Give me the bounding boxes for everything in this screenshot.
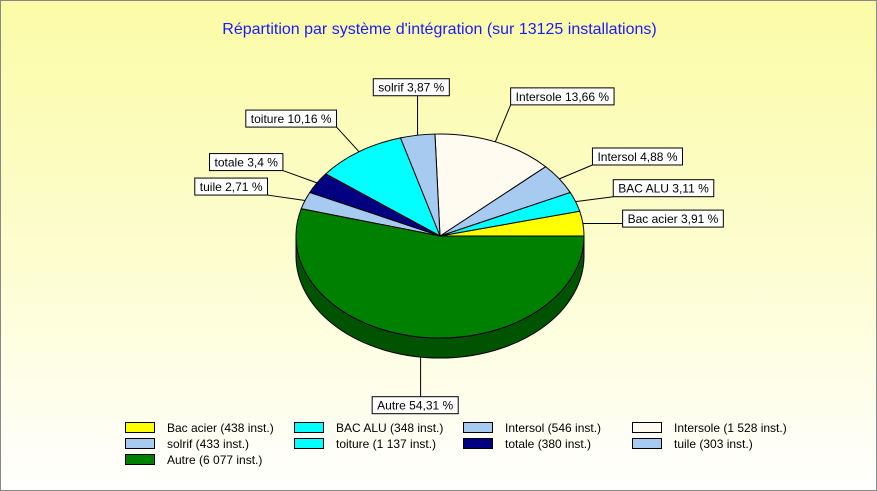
legend-label-toiture: toiture (1 137 inst.) (336, 436, 437, 451)
legend-label-totale: totale (380 inst.) (505, 436, 592, 451)
leader-line-intersol (559, 164, 593, 180)
slice-label-totale: totale 3,4 % (209, 153, 284, 172)
legend-label-autre: Autre (6 077 inst.) (167, 452, 263, 467)
slice-label-text-solrif: solrif 3,87 % (378, 81, 444, 95)
slice-label-bac-alu: BAC ALU 3,11 % (612, 179, 715, 198)
legend-label-intersol: Intersol (546 inst.) (505, 420, 602, 435)
legend-swatch-tuile (632, 438, 662, 449)
slice-label-text-intersole: Intersole 13,66 % (516, 90, 610, 104)
slice-label-text-intersol: Intersol 4,88 % (597, 150, 677, 164)
pie-slice-intersole (434, 133, 547, 237)
slice-label-solrif: solrif 3,87 % (372, 78, 450, 97)
legend-swatch-intersol (463, 422, 493, 433)
legend-label-solrif: solrif (433 inst.) (167, 436, 250, 451)
legend-label-bac-alu: BAC ALU (348 inst.) (336, 420, 444, 435)
leader-line-intersole (494, 104, 512, 143)
slice-label-text-toiture: toiture 10,16 % (251, 112, 332, 126)
legend-swatch-toiture (294, 438, 324, 449)
legend-item-bac-acier: Bac acier (438 inst.) (125, 420, 274, 435)
pie-slice-toiture (324, 137, 441, 238)
slice-label-intersol: Intersol 4,88 % (591, 147, 683, 166)
legend-item-intersol: Intersol (546 inst.) (463, 420, 601, 435)
legend-item-tuile: tuile (303 inst.) (632, 436, 753, 451)
slice-label-tuile: tuile 2,71 % (194, 177, 269, 196)
legend-item-bac-alu: BAC ALU (348 inst.) (294, 420, 443, 435)
legend-swatch-bac-alu (294, 422, 324, 433)
chart-title: Répartition par système d'intégration (s… (222, 21, 657, 38)
legend-item-solrif: solrif (433 inst.) (125, 436, 249, 451)
legend-swatch-solrif (125, 438, 155, 449)
legend-swatch-autre (125, 454, 155, 465)
legend-item-toiture: toiture (1 137 inst.) (294, 436, 436, 451)
slice-label-text-autre: Autre 54,31 % (377, 399, 453, 413)
legend-swatch-totale (463, 438, 493, 449)
legend-swatch-bac-acier (125, 422, 155, 433)
slice-label-intersole: Intersole 13,66 % (510, 87, 615, 106)
slice-label-autre: Autre 54,31 % (371, 396, 459, 415)
leader-line-tuile (267, 194, 306, 201)
slice-label-toiture: toiture 10,16 % (245, 109, 338, 128)
slice-label-text-bac-alu: BAC ALU 3,11 % (618, 182, 709, 196)
leader-line-toiture (336, 126, 360, 152)
leader-line-totale (282, 170, 318, 184)
pie-slice-autre (295, 208, 585, 339)
legend-label-bac-acier: Bac acier (438 inst.) (167, 420, 274, 435)
slice-label-bac-acier: Bac acier 3,91 % (622, 209, 724, 228)
legend-item-autre: Autre (6 077 inst.) (125, 452, 262, 467)
slice-label-text-totale: totale 3,4 % (215, 156, 279, 170)
legend-label-intersole: Intersole (1 528 inst.) (674, 420, 787, 435)
slice-label-text-bac-acier: Bac acier 3,91 % (628, 212, 719, 226)
pie-chart: Bac acier 3,91 % BAC ALU 3,11 % Intersol 4… (194, 78, 724, 415)
legend-swatch-intersole (632, 422, 662, 433)
slice-label-text-tuile: tuile 2,71 % (200, 180, 263, 194)
leader-line-bac-alu (575, 196, 614, 203)
legend-label-tuile: tuile (303 inst.) (674, 436, 753, 451)
legend-item-totale: totale (380 inst.) (463, 436, 591, 451)
legend-item-intersole: Intersole (1 528 inst.) (632, 420, 787, 435)
